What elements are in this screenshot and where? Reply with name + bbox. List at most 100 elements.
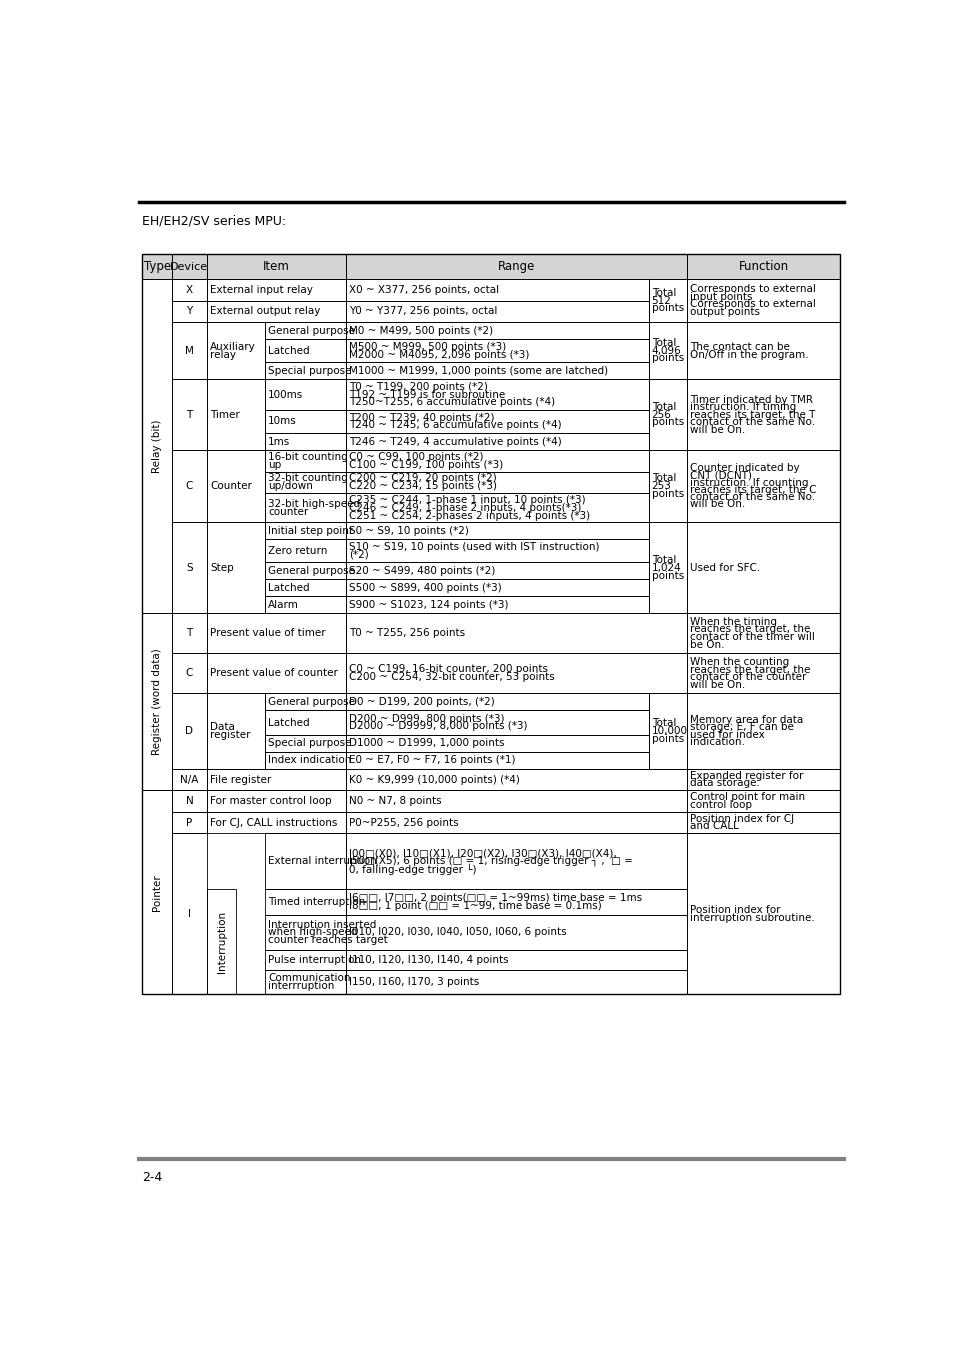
Text: Timer: Timer [210,409,239,420]
Text: 16-bit counting: 16-bit counting [268,452,348,462]
Text: 10ms: 10ms [268,417,296,427]
Bar [648,450,686,522]
Text: M2000 ~ M4095, 2,096 points (*3): M2000 ~ M4095, 2,096 points (*3) [349,350,529,359]
Text: S20 ~ S499, 480 points (*2): S20 ~ S499, 480 points (*2) [349,566,496,576]
Bar [142,790,172,995]
Bar [265,833,346,888]
Bar [265,888,346,915]
Text: interruption subroutine.: interruption subroutine. [690,913,814,923]
Text: EH/EH2/SV series MPU:: EH/EH2/SV series MPU: [142,215,286,227]
Bar [346,323,648,339]
Bar [346,410,648,433]
Bar [346,433,648,450]
Bar [686,653,840,694]
Bar [346,790,686,811]
Text: I8□□, 1 point (□□ = 1~99, time base = 0.1ms): I8□□, 1 point (□□ = 1~99, time base = 0.… [349,900,601,911]
Text: Total: Total [651,718,676,728]
Text: I50□(X5), 6 points (□ = 1, rising-edge trigger ┐ ,  □ =: I50□(X5), 6 points (□ = 1, rising-edge t… [349,856,633,867]
Bar [207,653,346,694]
Bar [346,522,648,539]
Text: External output relay: External output relay [210,306,320,316]
Text: points: points [651,417,683,428]
Bar [265,339,346,362]
Bar [346,969,686,995]
Bar [346,539,648,563]
Text: output points: output points [690,306,760,317]
Bar [265,734,346,752]
Text: will be On.: will be On. [690,500,745,509]
Text: Y0 ~ Y377, 256 points, octal: Y0 ~ Y377, 256 points, octal [349,306,497,316]
Bar [265,410,346,433]
Text: Special purpose: Special purpose [268,366,352,375]
Bar [346,579,648,597]
Bar [346,833,686,888]
Bar [207,254,346,279]
Text: I00□(X0), I10□(X1), I20□(X2), I30□(X3), I40□(X4),: I00□(X0), I10□(X1), I20□(X2), I30□(X3), … [349,848,617,859]
Text: Step: Step [210,563,233,572]
Text: 512: 512 [651,296,671,305]
Bar [265,734,346,752]
Bar [346,279,648,301]
Text: X0 ~ X377, 256 points, octal: X0 ~ X377, 256 points, octal [349,285,499,294]
Bar [265,493,346,522]
Text: Auxiliary: Auxiliary [210,342,255,352]
Text: T200 ~ T239, 40 points (*2): T200 ~ T239, 40 points (*2) [349,413,495,423]
Bar [207,323,265,379]
Text: Y: Y [186,306,193,316]
Text: Interruption: Interruption [216,910,226,973]
Bar [686,323,840,379]
Bar [686,379,840,450]
Bar [346,522,648,539]
Text: CNT (DCNT): CNT (DCNT) [690,470,752,481]
Bar [265,694,346,710]
Bar [172,450,207,522]
Text: points: points [651,734,683,744]
Text: points: points [651,571,683,580]
Bar [686,694,840,768]
Bar [265,710,346,734]
Text: Pointer: Pointer [152,873,162,911]
Bar [207,279,346,301]
Text: C100 ~ C199, 100 points (*3): C100 ~ C199, 100 points (*3) [349,459,503,470]
Bar [172,790,207,811]
Text: relay: relay [210,350,235,359]
Bar [265,323,346,339]
Text: control loop: control loop [690,799,752,810]
Text: Relay (bit): Relay (bit) [152,420,162,472]
Bar [172,254,207,279]
Bar [648,522,686,613]
Bar [648,694,686,768]
Text: Latched: Latched [268,583,310,593]
Text: P: P [186,818,193,828]
Text: File register: File register [210,775,271,784]
Bar [346,768,686,790]
Text: C200 ~ C254, 32-bit counter, 53 points: C200 ~ C254, 32-bit counter, 53 points [349,672,555,682]
Bar [265,433,346,450]
Bar [265,522,346,539]
Bar [172,279,207,301]
Bar [346,790,686,811]
Text: General purpose: General purpose [268,325,355,336]
Bar [207,790,346,811]
Text: D1000 ~ D1999, 1,000 points: D1000 ~ D1999, 1,000 points [349,738,504,748]
Bar [207,613,346,653]
Text: 2-4: 2-4 [142,1170,163,1184]
Bar [346,613,686,653]
Text: Corresponds to external: Corresponds to external [690,285,816,294]
Bar [686,811,840,833]
Bar [172,279,207,301]
Bar [686,833,840,995]
Bar [648,279,686,323]
Text: up/down: up/down [268,481,313,491]
Bar [346,493,648,522]
Bar [265,579,346,597]
Bar [346,339,648,362]
Text: I6□□, I7□□, 2 points(□□ = 1~99ms) time base = 1ms: I6□□, I7□□, 2 points(□□ = 1~99ms) time b… [349,894,642,903]
Bar [265,752,346,768]
Bar [172,613,207,653]
Text: counter reaches target: counter reaches target [268,936,387,945]
Text: interrruption: interrruption [268,981,335,991]
Bar [265,379,346,410]
Text: When the timing: When the timing [690,617,777,626]
Text: S0 ~ S9, 10 points (*2): S0 ~ S9, 10 points (*2) [349,526,469,536]
